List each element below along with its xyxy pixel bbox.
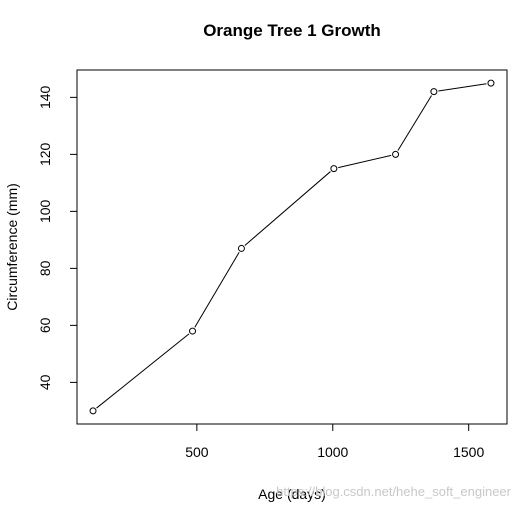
data-point	[237, 244, 245, 252]
y-tick-label: 40	[37, 374, 53, 390]
y-tick-label: 80	[37, 260, 53, 276]
x-axis-label: Age (days)	[258, 486, 326, 502]
y-axis-label: Circumference (mm)	[4, 183, 20, 311]
plot-frame	[76, 69, 508, 425]
y-tick-label: 100	[37, 199, 53, 223]
line-segment	[338, 154, 392, 169]
series-line	[89, 79, 495, 415]
x-tick-label: 1500	[453, 444, 484, 460]
line-segment	[397, 95, 432, 151]
y-tick-label: 120	[37, 142, 53, 166]
y-tick-label: 60	[37, 317, 53, 333]
line-segment	[96, 333, 190, 409]
x-axis: 500 1000 1500	[185, 423, 484, 460]
chart-title: Orange Tree 1 Growth	[203, 21, 381, 40]
data-point	[189, 327, 197, 335]
data-point	[392, 150, 400, 158]
x-tick-label: 1000	[317, 444, 348, 460]
y-axis: 40 60 80 100 120 140	[37, 85, 78, 390]
line-segment	[194, 252, 240, 328]
line-segment	[438, 83, 487, 92]
data-point	[89, 407, 97, 415]
y-tick-label: 140	[37, 85, 53, 109]
watermark: https://blog.csdn.net/hehe_soft_engineer	[276, 484, 512, 499]
x-tick-label: 500	[185, 444, 209, 460]
data-point	[487, 79, 495, 87]
data-point	[430, 88, 438, 96]
data-point	[330, 165, 338, 173]
line-segment	[244, 171, 331, 246]
